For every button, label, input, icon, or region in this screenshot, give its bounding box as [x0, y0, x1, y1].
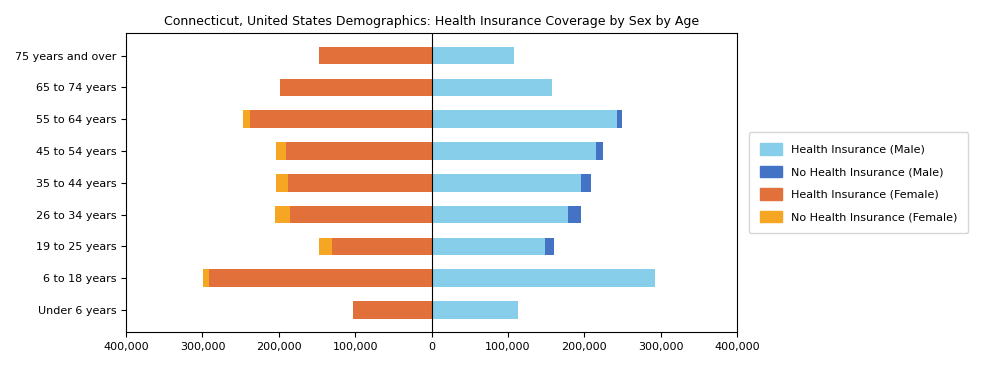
Legend: Health Insurance (Male), No Health Insurance (Male), Health Insurance (Female), : Health Insurance (Male), No Health Insur…: [749, 132, 968, 233]
Bar: [243, 110, 250, 128]
Bar: [431, 79, 553, 96]
Bar: [209, 269, 431, 287]
Bar: [319, 238, 332, 255]
Bar: [318, 47, 431, 64]
Bar: [291, 206, 431, 224]
Bar: [276, 142, 287, 160]
Bar: [431, 110, 618, 128]
Bar: [287, 142, 431, 160]
Bar: [431, 301, 518, 319]
Bar: [276, 174, 288, 192]
Bar: [431, 206, 567, 224]
Bar: [288, 174, 431, 192]
Bar: [250, 110, 431, 128]
Bar: [431, 142, 596, 160]
Bar: [332, 238, 431, 255]
Bar: [545, 238, 554, 255]
Bar: [275, 206, 291, 224]
Bar: [281, 79, 431, 96]
Bar: [618, 110, 622, 128]
Bar: [580, 174, 591, 192]
Bar: [567, 206, 581, 224]
Bar: [431, 269, 655, 287]
Bar: [431, 238, 545, 255]
Bar: [431, 47, 514, 64]
Title: Connecticut, United States Demographics: Health Insurance Coverage by Sex by Age: Connecticut, United States Demographics:…: [164, 15, 699, 28]
Bar: [203, 269, 209, 287]
Bar: [596, 142, 603, 160]
Bar: [353, 301, 431, 319]
Bar: [431, 174, 580, 192]
